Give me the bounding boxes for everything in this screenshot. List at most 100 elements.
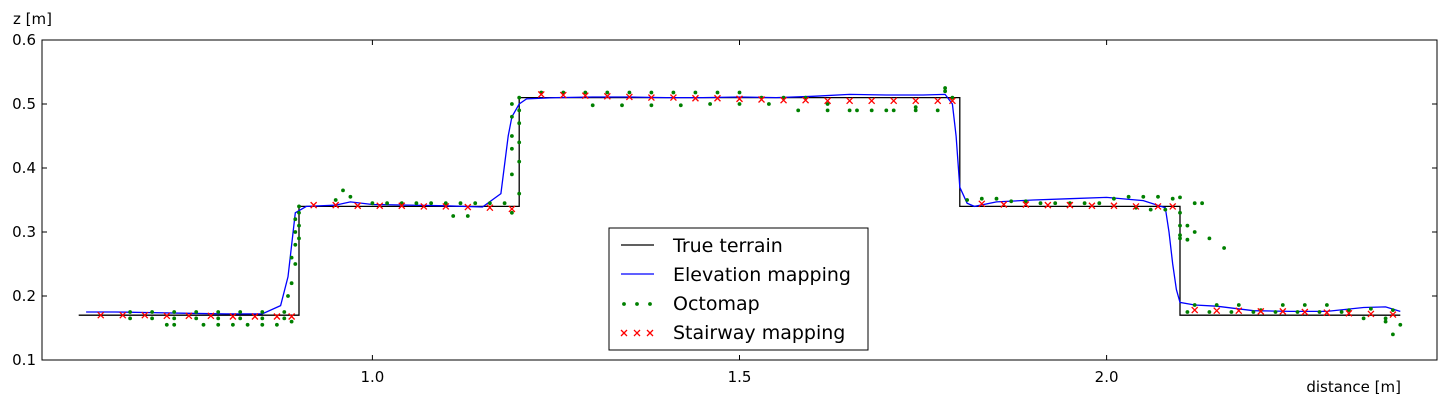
- octomap-point: [128, 316, 133, 321]
- octomap-point: [443, 201, 448, 206]
- octomap-point: [172, 310, 177, 314]
- octomap-point: [796, 108, 801, 113]
- octomap-point: [286, 294, 290, 298]
- octomap-point: [671, 90, 676, 95]
- stairway-marker: [332, 201, 340, 209]
- stairway-marker: [1389, 311, 1397, 319]
- octomap-point: [825, 102, 830, 106]
- octomap-point: [510, 210, 514, 215]
- octomap-point: [1192, 230, 1197, 234]
- octomap-point: [1178, 233, 1182, 238]
- stairway-marker: [559, 91, 567, 99]
- octomap-point: [1229, 310, 1234, 314]
- octomap-point: [238, 310, 243, 314]
- octomap-point: [293, 230, 298, 234]
- y-tick-label: 0.1: [12, 351, 36, 369]
- octomap-point: [293, 262, 298, 266]
- stairway-marker: [1132, 202, 1140, 210]
- octomap-point: [1009, 199, 1014, 204]
- octomap-point: [341, 188, 345, 193]
- octomap-point: [649, 103, 654, 108]
- octomap-point: [510, 134, 514, 138]
- octomap-point: [1023, 199, 1028, 204]
- octomap-point: [1156, 194, 1160, 199]
- stairway-marker: [119, 311, 127, 319]
- octomap-point: [260, 316, 265, 321]
- octomap-point: [627, 90, 632, 95]
- stairway-marker: [978, 200, 986, 208]
- y-tick-label: 0.2: [12, 287, 36, 305]
- octomap-point: [275, 322, 279, 327]
- legend-label: Stairway mapping: [673, 322, 845, 344]
- octomap-point: [1236, 303, 1241, 307]
- legend-swatch-marker: [633, 329, 641, 337]
- stairway-marker: [780, 96, 788, 104]
- stairway-marker: [912, 97, 920, 105]
- stairway-marker: [1154, 202, 1162, 210]
- octomap-point: [737, 90, 742, 95]
- stairway-marker: [1022, 201, 1030, 208]
- octomap-point: [855, 108, 859, 113]
- octomap-point: [950, 95, 955, 100]
- octomap-point: [1295, 310, 1300, 314]
- octomap-point: [293, 217, 298, 222]
- tick-layer: 1.0 1.5 2.0 0.1 0.2 0.3 0.4 0.5 0.6: [12, 31, 1437, 386]
- octomap-point: [293, 242, 298, 247]
- octomap-point: [517, 108, 522, 113]
- stairway-marker: [1110, 202, 1118, 210]
- octomap-point: [1214, 303, 1219, 307]
- stairway-marker: [603, 92, 611, 100]
- octomap-point: [289, 255, 294, 260]
- y-tick-label: 0.5: [12, 95, 36, 113]
- octomap-point: [216, 322, 221, 327]
- stairway-marker: [736, 95, 743, 103]
- octomap-point: [1178, 195, 1182, 200]
- octomap-point: [1302, 303, 1307, 307]
- stairway-marker: [486, 204, 494, 212]
- octomap-point: [1170, 196, 1175, 201]
- octomap-point: [451, 214, 456, 218]
- stairway-marker: [229, 313, 237, 320]
- octomap-point: [172, 322, 177, 327]
- octomap-point: [891, 108, 896, 113]
- stairway-marker: [758, 96, 765, 103]
- octomap-point: [1251, 310, 1256, 314]
- stairway-marker: [1191, 306, 1199, 314]
- octomap-point: [510, 146, 514, 151]
- x-axis-label: distance [m]: [1306, 378, 1401, 396]
- stairway-marker: [934, 97, 942, 105]
- octomap-point: [1192, 303, 1197, 307]
- octomap-point: [1325, 303, 1329, 307]
- octomap-point: [1317, 310, 1322, 314]
- octomap-point: [1398, 322, 1403, 327]
- octomap-point: [297, 236, 301, 241]
- octomap-point: [245, 322, 250, 327]
- octomap-point: [201, 322, 206, 327]
- stairway-marker: [464, 203, 472, 211]
- octomap-point: [913, 105, 918, 110]
- stairway-marker: [647, 94, 655, 102]
- octomap-point: [1163, 207, 1168, 212]
- octomap-point: [583, 90, 588, 95]
- octomap-point: [150, 310, 155, 314]
- octomap-point: [1148, 207, 1153, 212]
- octomap-point: [517, 191, 522, 196]
- octomap-point: [847, 108, 852, 113]
- octomap-point: [333, 198, 338, 202]
- octomap-point: [767, 102, 771, 106]
- octomap-point: [517, 121, 522, 126]
- octomap-point: [502, 201, 507, 206]
- octomap-point: [1280, 303, 1285, 307]
- stairway-marker: [802, 96, 810, 104]
- stairway-marker: [1257, 307, 1265, 315]
- octomap-point: [1339, 310, 1344, 314]
- octomap-point: [510, 114, 514, 119]
- octomap-point: [1383, 319, 1388, 324]
- stairway-marker: [398, 202, 406, 210]
- y-tick-label: 0.3: [12, 223, 36, 241]
- stairway-marker: [1367, 310, 1375, 318]
- stairway-marker: [1301, 308, 1309, 316]
- octomap-point: [194, 316, 199, 321]
- octomap-point: [172, 316, 177, 321]
